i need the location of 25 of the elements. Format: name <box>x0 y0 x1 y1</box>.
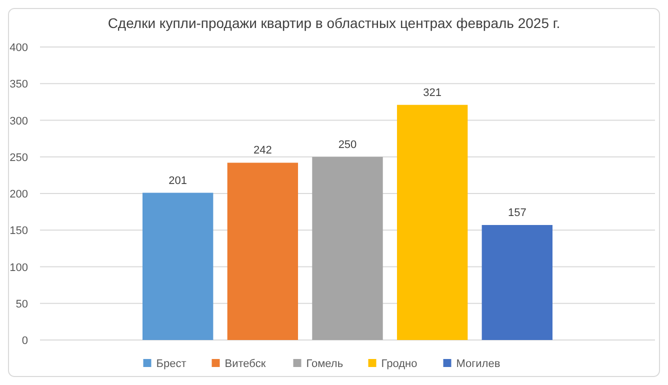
y-tick-label: 250 <box>10 152 28 164</box>
data-label: 242 <box>253 144 272 157</box>
data-label: 250 <box>338 138 357 151</box>
legend-label: Гомель <box>306 358 344 370</box>
legend-label: Гродно <box>381 358 418 370</box>
y-tick-label: 350 <box>10 78 28 91</box>
legend-label: Витебск <box>224 358 266 370</box>
y-tick-label: 50 <box>16 298 28 310</box>
legend-label: Могилев <box>456 358 500 370</box>
bar <box>482 224 552 340</box>
bar <box>142 192 214 340</box>
y-tick-label: 100 <box>10 262 28 274</box>
bar <box>227 162 298 340</box>
y-tick-label: 200 <box>10 188 28 200</box>
chart-title: Сделки купли-продажи квартир в областных центрах февраль 2025 г. <box>108 15 560 31</box>
y-tick-label: 150 <box>10 225 28 238</box>
data-label: 321 <box>423 86 442 99</box>
bar <box>312 156 383 340</box>
y-tick-label: 300 <box>10 115 28 128</box>
y-tick-label: 0 <box>22 335 28 347</box>
y-tick-label: 400 <box>10 42 28 54</box>
data-label: 157 <box>508 206 526 219</box>
legend-label: Брест <box>156 358 186 370</box>
bar <box>396 104 468 340</box>
data-label: 201 <box>168 174 188 187</box>
